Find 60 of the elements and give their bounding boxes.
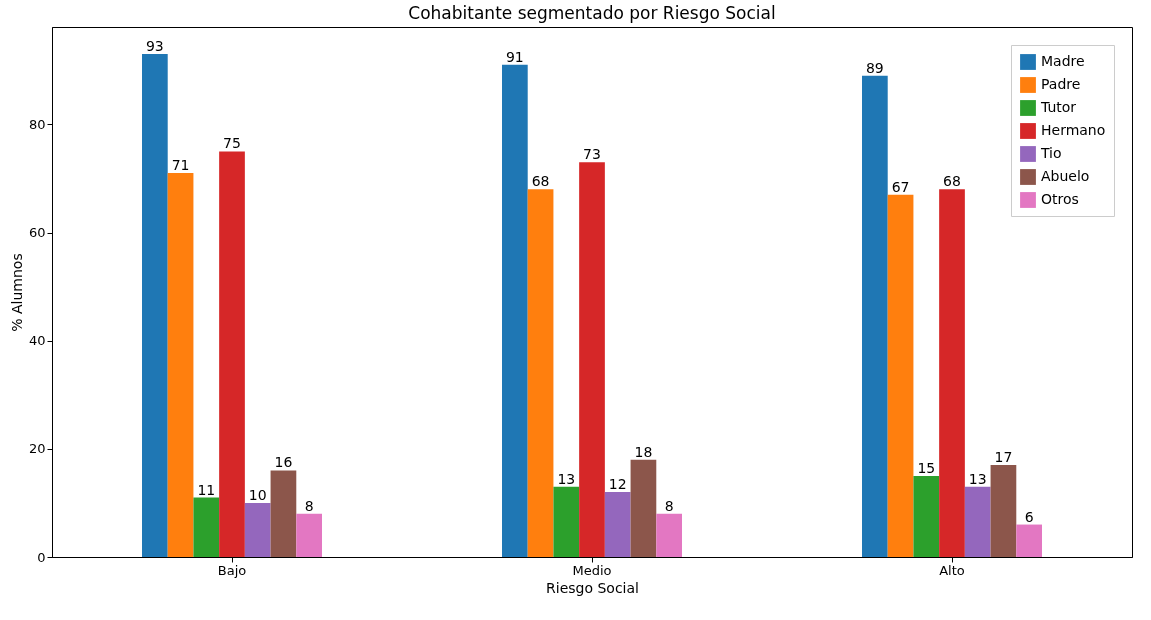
data-label: 75 — [223, 135, 241, 152]
x-tick-label: Alto — [939, 562, 965, 578]
data-label: 17 — [994, 449, 1013, 466]
bar — [1016, 524, 1042, 557]
data-label: 71 — [171, 157, 190, 174]
data-label: 11 — [197, 481, 216, 498]
legend-label: Tio — [1040, 145, 1062, 161]
bar — [913, 475, 940, 557]
data-label: 10 — [248, 486, 267, 503]
data-label: 8 — [304, 497, 314, 514]
bar — [142, 54, 168, 557]
bar — [193, 497, 220, 557]
data-label: 16 — [274, 454, 293, 471]
data-label: 12 — [608, 476, 627, 493]
chart-title: Cohabitante segmentado por Riesgo Social — [408, 3, 776, 23]
bar — [527, 189, 554, 557]
data-label: 73 — [583, 146, 601, 163]
legend-label: Padre — [1041, 76, 1081, 92]
y-axis-title: % Alumnos — [8, 253, 25, 332]
data-label: 68 — [943, 173, 961, 190]
bar — [244, 502, 271, 557]
bar — [887, 194, 914, 557]
data-label: 89 — [865, 59, 884, 76]
x-tick-label: Bajo — [217, 562, 247, 578]
bar — [964, 486, 991, 557]
data-label: 13 — [968, 470, 987, 487]
bar — [862, 75, 888, 557]
y-tick-label: 40 — [28, 333, 46, 349]
bar — [630, 459, 657, 557]
y-tick-label: 20 — [28, 441, 46, 457]
bar — [502, 64, 528, 557]
x-tick-label: Medio — [572, 562, 612, 578]
legend-label: Hermano — [1041, 122, 1106, 138]
data-label: 6 — [1024, 508, 1034, 525]
y-tick-label: 80 — [28, 116, 46, 132]
bar — [604, 492, 631, 557]
y-tick-label: 0 — [37, 549, 46, 565]
data-label: 91 — [505, 48, 524, 65]
bar — [270, 470, 297, 557]
bar — [553, 486, 580, 557]
data-label: 15 — [917, 459, 936, 476]
y-tick-label: 60 — [28, 225, 46, 241]
data-label: 67 — [891, 178, 910, 195]
bar — [939, 189, 965, 557]
data-label: 13 — [557, 470, 576, 487]
data-label: 68 — [531, 173, 550, 190]
bar — [219, 151, 245, 557]
data-label: 18 — [634, 443, 653, 460]
data-label: 8 — [664, 497, 674, 514]
data-label: 93 — [145, 38, 164, 55]
bar — [579, 162, 605, 557]
legend-label: Madre — [1041, 53, 1085, 69]
x-axis-title: Riesgo Social — [546, 579, 639, 596]
legend-label: Tutor — [1040, 99, 1077, 115]
bar — [656, 513, 682, 557]
bar — [990, 465, 1017, 557]
legend-label: Abuelo — [1041, 168, 1090, 184]
legend-label: Otros — [1041, 191, 1079, 207]
bar — [296, 513, 322, 557]
bar — [167, 173, 194, 557]
